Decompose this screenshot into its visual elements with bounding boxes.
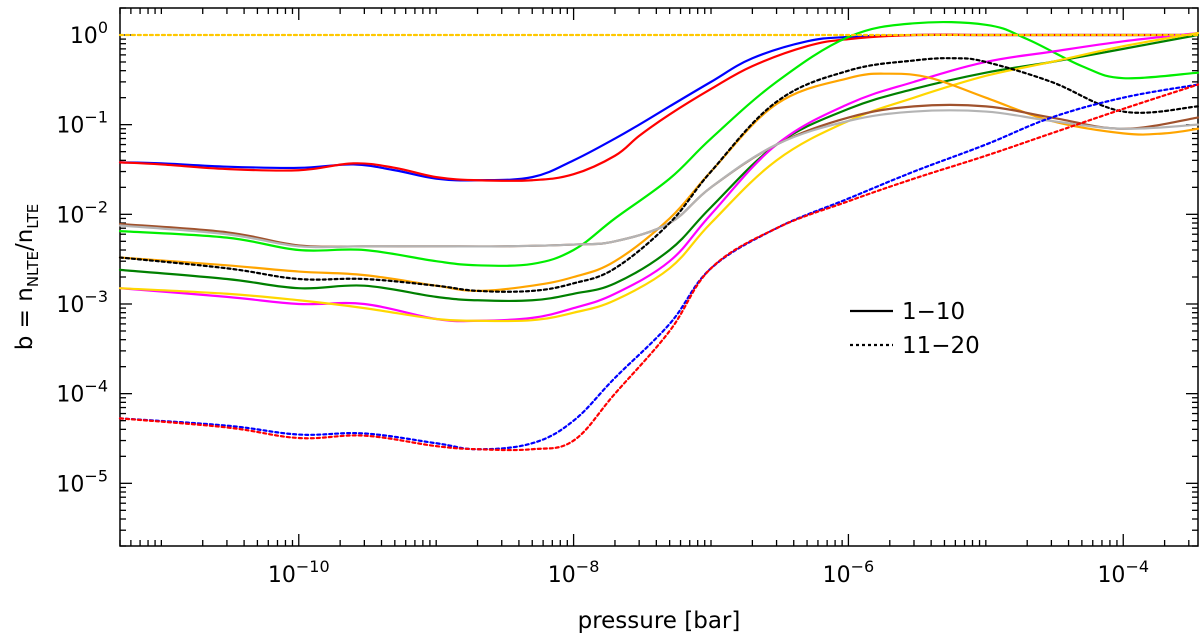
series-line-5-solid bbox=[118, 31, 1200, 323]
y-tick-label: 10−2 bbox=[56, 197, 108, 228]
y-tick-label: 10−5 bbox=[56, 466, 108, 497]
series-line-12-dotted bbox=[118, 83, 1200, 451]
series-line-3-solid bbox=[118, 20, 1200, 267]
x-axis-label: pressure [bar] bbox=[578, 608, 741, 634]
legend: 1−10 11−20 bbox=[850, 299, 980, 359]
x-tick-label: 10−10 bbox=[268, 557, 330, 588]
axis-ticks bbox=[119, 7, 1198, 547]
series-line-13-dotted bbox=[118, 83, 1200, 452]
tick-labels: 10−10 10−8 10−6 10−4 100 10−1 10−2 10−3 10−4 10−5 bbox=[56, 18, 1149, 588]
series-line-6-solid bbox=[118, 31, 1200, 323]
series-line-7-solid bbox=[118, 72, 1200, 292]
series-line-4-solid bbox=[118, 33, 1200, 303]
x-tick-label: 10−6 bbox=[823, 557, 875, 588]
series-layer bbox=[118, 20, 1200, 452]
y-axis-label: b = nNLTE/nLTE bbox=[12, 204, 42, 351]
y-tick-label: 10−3 bbox=[56, 287, 108, 318]
series-line-2-solid bbox=[118, 33, 1200, 182]
legend-label-dotted: 11−20 bbox=[902, 333, 980, 359]
series-line-11-dotted bbox=[118, 57, 1200, 293]
legend-label-solid: 1−10 bbox=[902, 299, 965, 325]
series-line-1-solid bbox=[118, 33, 1200, 182]
series-line-8-solid bbox=[118, 103, 1200, 248]
y-tick-label: 10−4 bbox=[56, 377, 108, 408]
x-tick-label: 10−8 bbox=[548, 557, 600, 588]
x-tick-label: 10−4 bbox=[1097, 557, 1149, 588]
y-tick-label: 100 bbox=[70, 18, 108, 49]
y-tick-label: 10−1 bbox=[56, 108, 108, 139]
